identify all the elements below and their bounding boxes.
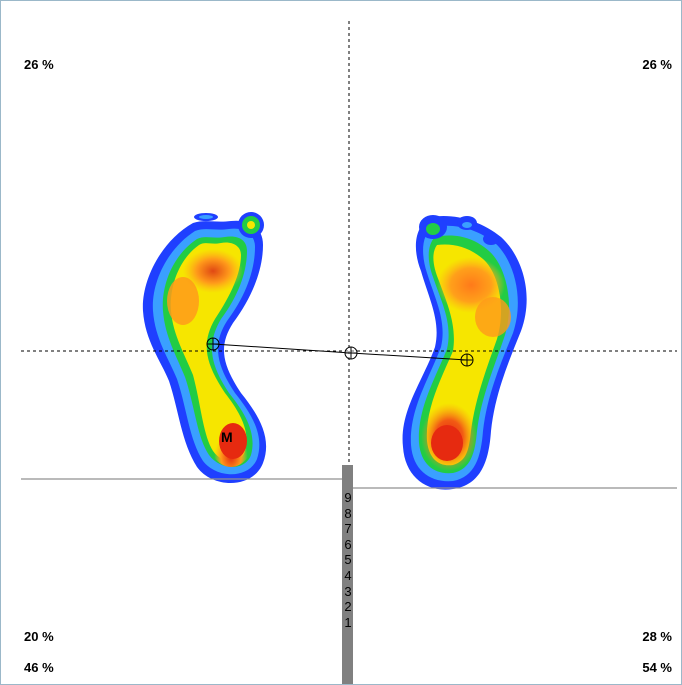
total-left-percent: 46 % <box>24 660 54 675</box>
center-of-pressure-line-left <box>212 343 352 354</box>
pressure-scale-bar <box>342 465 353 684</box>
scale-tick-label: 9 <box>344 490 352 505</box>
total-right-percent: 54 % <box>642 660 672 675</box>
center-marker[interactable] <box>344 346 358 360</box>
scale-tick-label: 5 <box>344 552 352 568</box>
scale-tick-label: 6 <box>344 536 352 552</box>
right-foot-heatmap <box>402 215 527 490</box>
right-foot-center-marker[interactable] <box>460 353 474 367</box>
scale-tick-label: 4 <box>344 567 352 583</box>
scale-tick-label: 1 <box>344 614 352 630</box>
forefoot-right-percent: 26 % <box>642 57 672 72</box>
scale-tick-label: 2 <box>344 599 352 615</box>
rearfoot-right-percent: 28 % <box>642 629 672 644</box>
max-pressure-marker-label: M <box>221 429 233 445</box>
scale-tick-label: 3 <box>344 583 352 599</box>
rearfoot-left-percent: 20 % <box>24 629 54 644</box>
scale-tick-label: 8 <box>344 505 352 521</box>
center-of-pressure-line-right <box>350 352 468 361</box>
scale-tick-label: 7 <box>344 521 352 537</box>
left-foot-center-marker[interactable] <box>206 337 220 351</box>
forefoot-left-percent: 26 % <box>24 57 54 72</box>
left-foot-heatmap <box>142 212 267 484</box>
